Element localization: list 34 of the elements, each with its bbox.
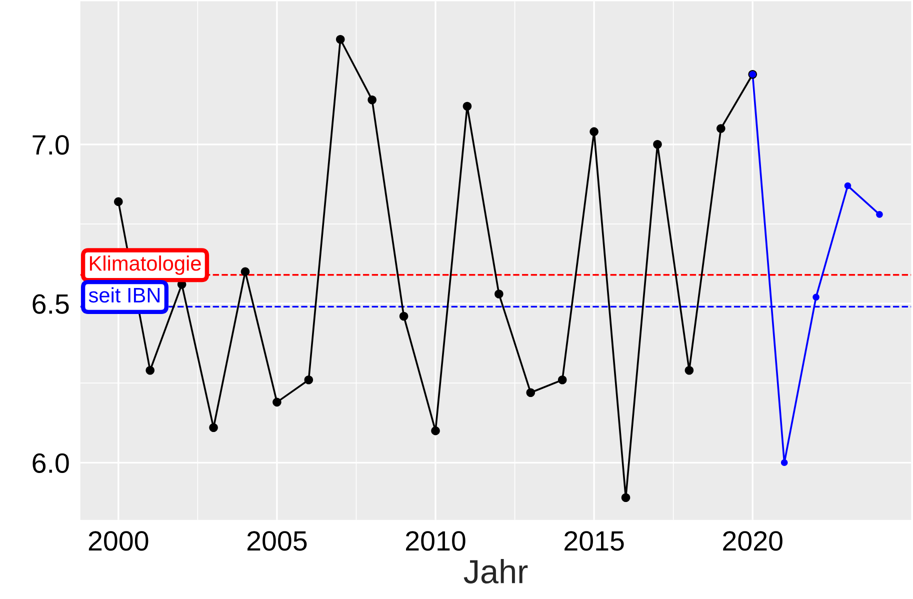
point — [272, 398, 282, 407]
ref-line-label: Klimatologie — [90, 255, 201, 275]
x-axis-title: Jahr — [464, 559, 528, 584]
x-tick-label: 2005 — [247, 531, 307, 551]
point — [780, 459, 788, 466]
point — [368, 95, 376, 104]
point — [114, 197, 123, 206]
point — [240, 267, 250, 276]
x-tick-label: 2010 — [406, 531, 466, 551]
point — [621, 493, 630, 502]
point — [716, 124, 726, 133]
ref-line-label: seit IBN — [88, 287, 160, 303]
point — [684, 366, 694, 375]
point — [399, 312, 408, 321]
x-tick-label: 2020 — [723, 531, 782, 551]
point — [558, 376, 567, 384]
point — [304, 376, 314, 384]
point — [653, 140, 662, 149]
point — [526, 388, 536, 398]
point — [844, 182, 852, 190]
y-tick-label: 7.0 — [32, 135, 69, 155]
point — [336, 34, 345, 44]
point — [876, 211, 883, 218]
y-tick-label: 6.5 — [32, 294, 69, 314]
point — [146, 366, 154, 375]
point — [590, 127, 598, 136]
point — [812, 294, 820, 301]
point — [494, 290, 504, 298]
point — [462, 102, 472, 111]
point — [431, 426, 440, 436]
x-tick-label: 2000 — [88, 531, 148, 551]
point — [209, 423, 218, 432]
x-tick-label: 2015 — [564, 531, 624, 551]
y-tick-label: 6.0 — [32, 453, 69, 473]
